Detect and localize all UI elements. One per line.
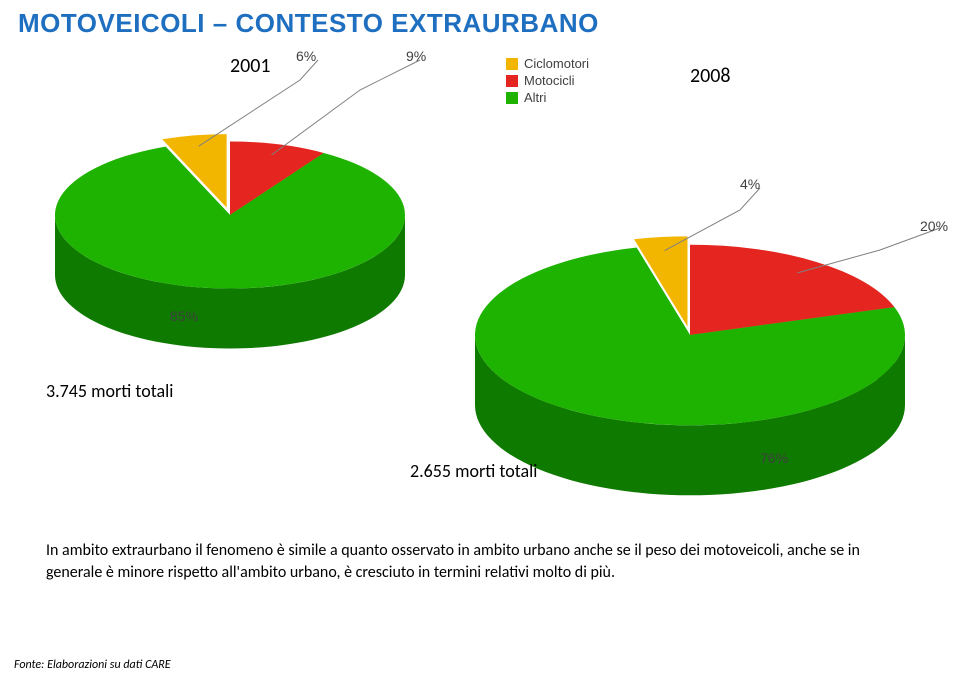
body-paragraph: In ambito extraurbano il fenomeno è simi… [46,540,916,583]
footer-source: Fonte: Elaborazioni su dati CARE [14,658,171,672]
pct-right-4: 4% [740,176,760,192]
pct-left-85: 85% [170,308,198,324]
pct-right-20: 20% [920,218,948,234]
pct-left-9: 9% [406,48,426,64]
totals-left: 3.745 morti totali [46,380,173,402]
pct-right-76: 76% [760,450,788,466]
totals-right: 2.655 morti totali [410,460,537,482]
pct-left-6: 6% [296,48,316,64]
